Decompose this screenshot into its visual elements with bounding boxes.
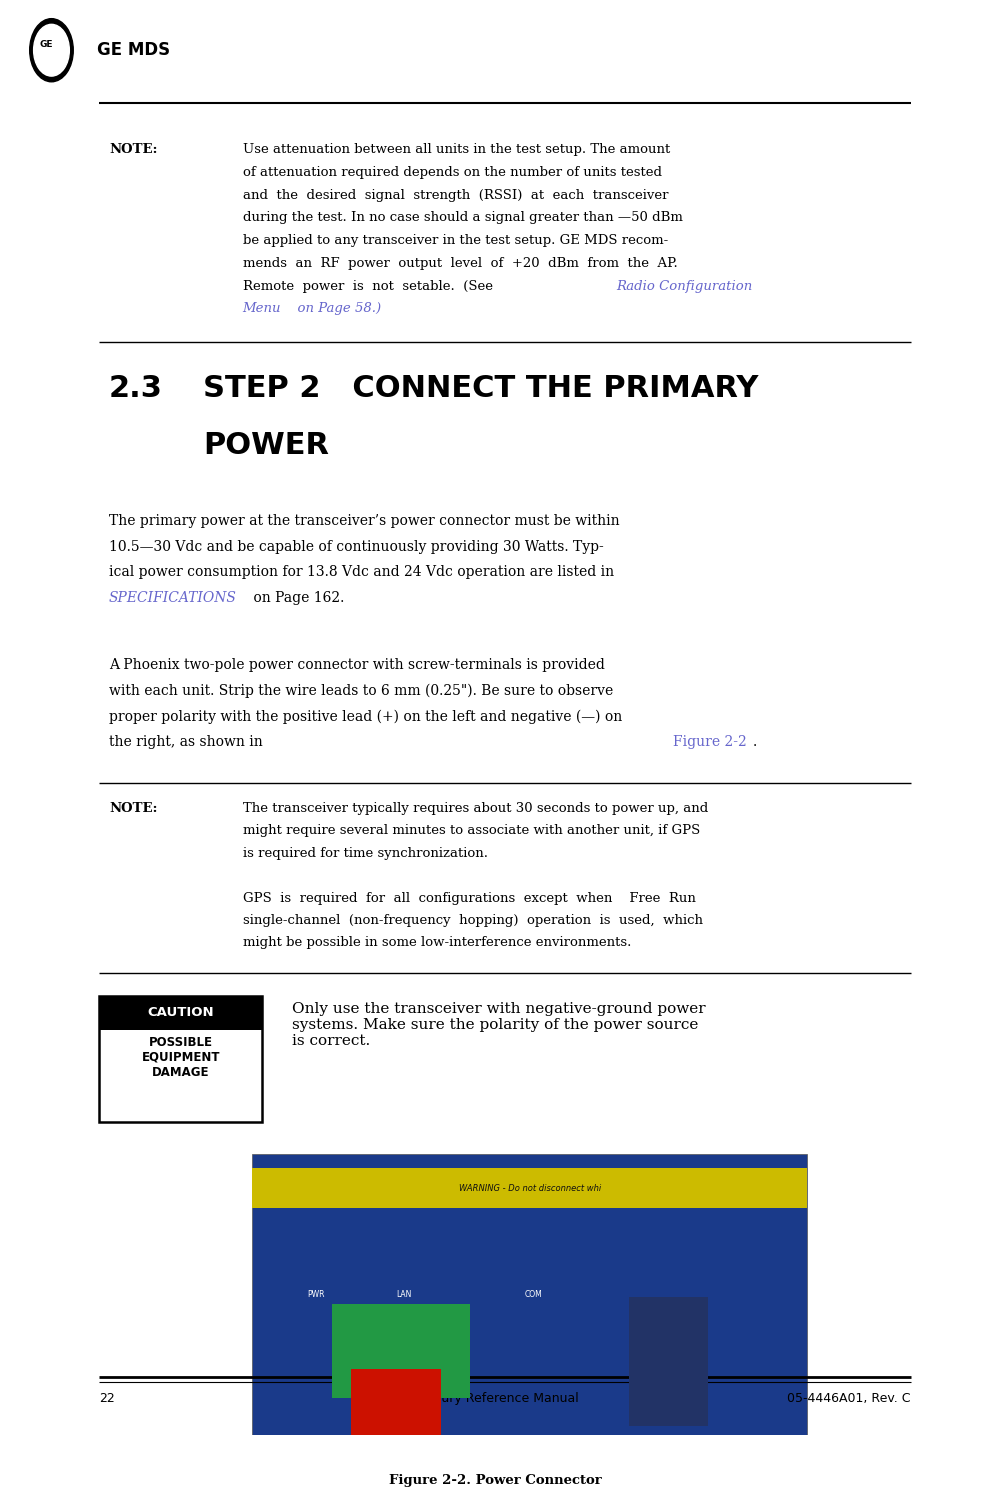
Text: POWER: POWER [203,431,329,459]
Text: COM: COM [525,1289,543,1298]
Text: proper polarity with the positive lead (+) on the left and negative (—) on: proper polarity with the positive lead (… [109,710,622,723]
Text: 22: 22 [99,1391,115,1405]
Text: might require several minutes to associate with another unit, if GPS: might require several minutes to associa… [243,824,700,838]
Text: 05-4446A01, Rev. C: 05-4446A01, Rev. C [787,1391,911,1405]
Text: might be possible in some low-interference environments.: might be possible in some low-interferen… [243,937,631,949]
Text: ical power consumption for 13.8 Vdc and 24 Vdc operation are listed in: ical power consumption for 13.8 Vdc and … [109,566,614,579]
Text: WARNING - Do not disconnect whi: WARNING - Do not disconnect whi [458,1184,601,1192]
Text: LAN: LAN [396,1289,412,1298]
Text: during the test. In no case should a signal greater than —50 dBm: during the test. In no case should a sig… [243,212,682,225]
Text: single-channel  (non-frequency  hopping)  operation  is  used,  which: single-channel (non-frequency hopping) o… [243,914,703,928]
FancyBboxPatch shape [99,995,262,1030]
Text: A Phoenix two-pole power connector with screw-terminals is provided: A Phoenix two-pole power connector with … [109,659,605,672]
FancyBboxPatch shape [629,1297,708,1426]
Text: .: . [752,735,756,749]
Text: mends  an  RF  power  output  level  of  +20  dBm  from  the  AP.: mends an RF power output level of +20 dB… [243,257,677,270]
Text: GE MDS: GE MDS [97,41,170,59]
Text: POSSIBLE
EQUIPMENT
DAMAGE: POSSIBLE EQUIPMENT DAMAGE [142,1036,220,1079]
Text: of attenuation required depends on the number of units tested: of attenuation required depends on the n… [243,167,661,179]
Text: NOTE:: NOTE: [109,144,157,156]
Text: Radio Configuration: Radio Configuration [616,279,752,293]
Text: GE: GE [40,41,53,50]
Text: and  the  desired  signal  strength  (RSSI)  at  each  transceiver: and the desired signal strength (RSSI) a… [243,189,668,201]
Text: the right, as shown in: the right, as shown in [109,735,267,749]
Text: Use attenuation between all units in the test setup. The amount: Use attenuation between all units in the… [243,144,670,156]
Text: be applied to any transceiver in the test setup. GE MDS recom-: be applied to any transceiver in the tes… [243,234,668,248]
Circle shape [34,24,69,77]
Text: The transceiver typically requires about 30 seconds to power up, and: The transceiver typically requires about… [243,802,708,815]
Text: Figure 2-2. Power Connector: Figure 2-2. Power Connector [389,1474,601,1486]
Text: 2.3: 2.3 [109,374,162,402]
Text: is required for time synchronization.: is required for time synchronization. [243,847,487,860]
FancyBboxPatch shape [252,1168,807,1208]
Text: 10.5—30 Vdc and be capable of continuously providing 30 Watts. Typ-: 10.5—30 Vdc and be capable of continuous… [109,540,604,554]
FancyBboxPatch shape [252,1154,807,1454]
Text: PWR: PWR [307,1289,325,1298]
Text: CAUTION: CAUTION [148,1007,214,1019]
FancyBboxPatch shape [99,995,262,1123]
Text: Figure 2-2: Figure 2-2 [673,735,746,749]
Text: SPECIFICATIONS: SPECIFICATIONS [109,591,237,605]
Text: Mercury Reference Manual: Mercury Reference Manual [411,1391,579,1405]
Text: GPS  is  required  for  all  configurations  except  when    Free  Run: GPS is required for all configurations e… [243,892,695,905]
Circle shape [30,18,73,81]
Text: Remote  power  is  not  setable.  (See: Remote power is not setable. (See [243,279,510,293]
Text: The primary power at the transceiver’s power connector must be within: The primary power at the transceiver’s p… [109,515,620,528]
Text: NOTE:: NOTE: [109,802,157,815]
FancyBboxPatch shape [332,1304,470,1397]
Text: Only use the transceiver with negative-ground power
systems. Make sure the polar: Only use the transceiver with negative-g… [292,1001,706,1048]
FancyBboxPatch shape [351,1369,441,1448]
Text: on Page 162.: on Page 162. [249,591,345,605]
Text: with each unit. Strip the wire leads to 6 mm (0.25"). Be sure to observe: with each unit. Strip the wire leads to … [109,684,613,698]
Text: Menu    on Page 58.): Menu on Page 58.) [243,302,382,315]
Text: STEP 2   CONNECT THE PRIMARY: STEP 2 CONNECT THE PRIMARY [203,374,758,402]
